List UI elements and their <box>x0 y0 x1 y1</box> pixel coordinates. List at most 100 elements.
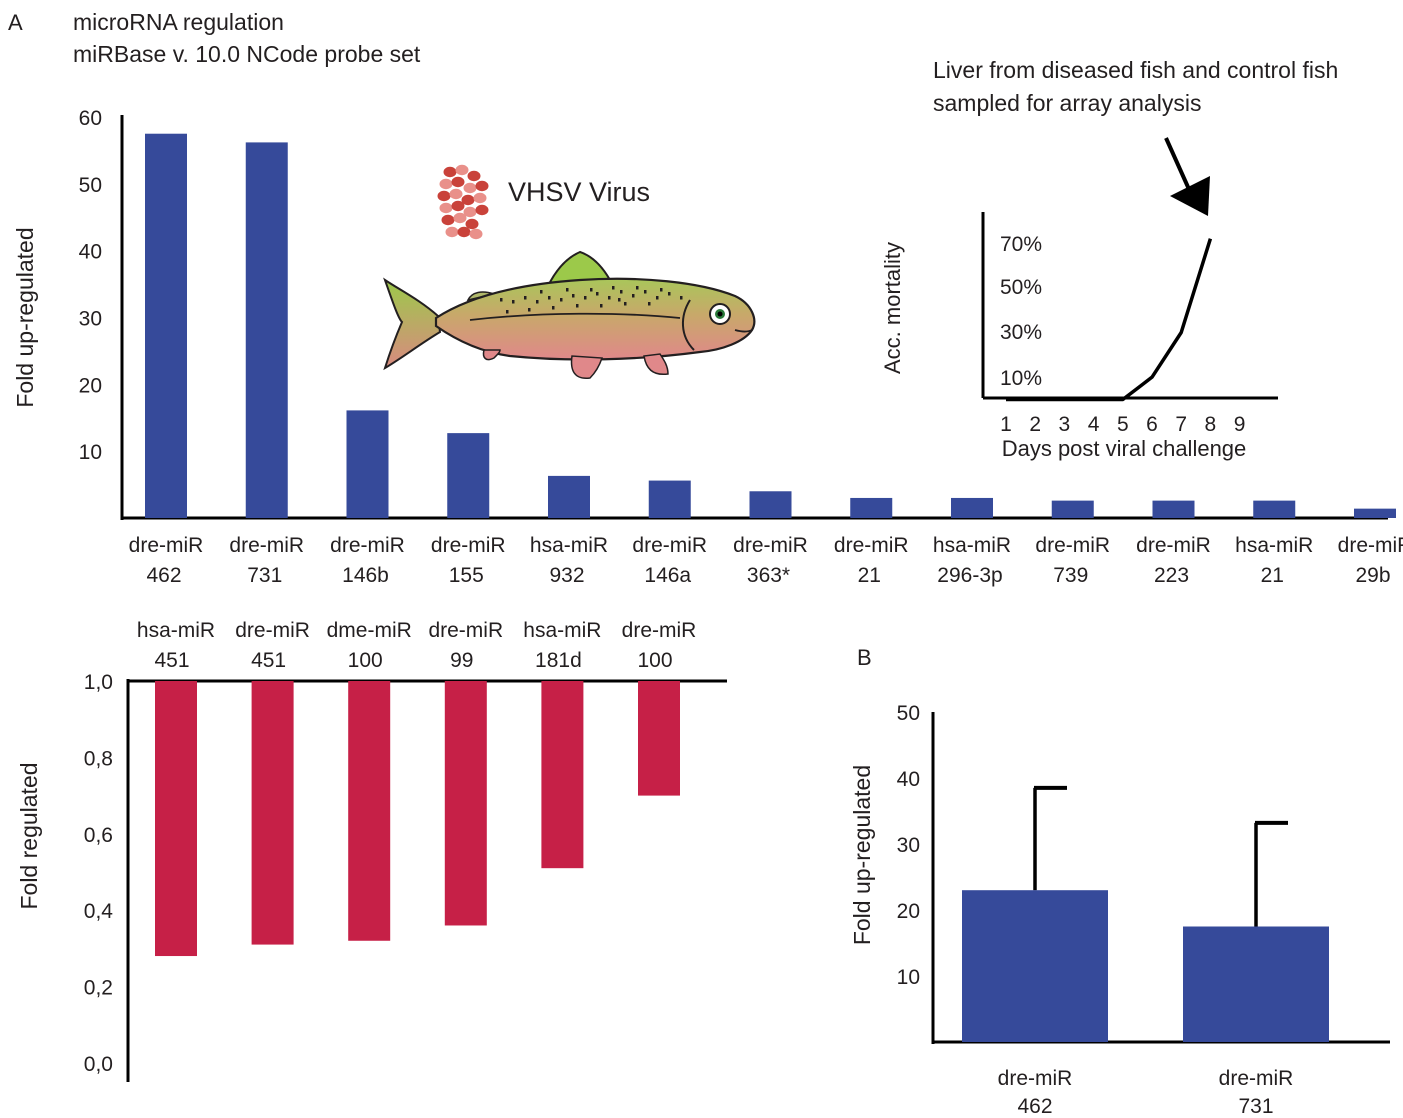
inset-x-tick-label: 6 <box>1146 413 1158 436</box>
fish-spot <box>596 292 599 296</box>
bar <box>648 480 691 518</box>
bar <box>251 681 294 945</box>
inset-x-tick-label: 8 <box>1205 413 1217 436</box>
inset-x-tick-label: 1 <box>1000 413 1012 436</box>
bar <box>638 681 680 796</box>
bar <box>548 475 590 518</box>
y-tick-label: 20 <box>79 374 102 397</box>
inset-x-tick-label: 2 <box>1029 413 1041 436</box>
fish-spot <box>600 304 603 308</box>
bar <box>951 497 993 518</box>
bar <box>749 491 792 518</box>
virus-particle <box>467 170 481 182</box>
b-x-tick-label-prefix: dre-miR <box>1219 1067 1294 1090</box>
y-tick-label: 10 <box>79 441 102 464</box>
virus-particle <box>475 180 489 192</box>
fish-spot <box>524 296 527 300</box>
x-tick-label-prefix: dre-miR <box>1338 534 1403 557</box>
down-x-tick-label-id: 451 <box>251 649 286 672</box>
bar <box>346 410 389 518</box>
bar <box>1183 926 1329 1042</box>
fish-spot <box>590 288 593 292</box>
virus-particle <box>455 164 469 176</box>
b-y-tick-label: 20 <box>897 900 920 923</box>
y-tick-label: 40 <box>79 241 102 264</box>
virus-particle <box>457 226 471 238</box>
inset-x-tick-label: 3 <box>1059 413 1071 436</box>
x-tick-label-prefix: dre-miR <box>733 534 808 557</box>
y-tick-label: 30 <box>79 308 102 331</box>
fish-spot <box>584 296 587 300</box>
fish-spot <box>660 288 663 292</box>
virus-particle <box>465 218 479 230</box>
bar <box>1354 508 1396 518</box>
inset-y-axis-title: Acc. mortality <box>880 242 905 374</box>
y-axis-title: Fold up-regulated <box>12 227 38 407</box>
x-tick-label-prefix: hsa-miR <box>933 534 1011 557</box>
x-tick-label-prefix: hsa-miR <box>530 534 608 557</box>
b-x-tick-label-prefix: dre-miR <box>998 1067 1073 1090</box>
down-y-tick-label: 0,2 <box>84 977 113 1000</box>
down-x-tick-label-id: 99 <box>450 649 473 672</box>
fish-spot <box>506 310 509 314</box>
bar <box>155 681 197 957</box>
arrow-down-icon <box>1164 137 1210 216</box>
fish-spot <box>656 296 659 300</box>
fish-spot <box>648 302 651 306</box>
x-tick-label-id: 29b <box>1355 564 1390 587</box>
fish-spot <box>566 288 569 292</box>
fish-spot <box>560 298 563 302</box>
trout-fish-icon <box>383 250 756 379</box>
inset-x-tick-label: 7 <box>1175 413 1187 436</box>
down-x-tick-label-id: 451 <box>154 649 189 672</box>
x-tick-label-prefix: hsa-miR <box>1235 534 1313 557</box>
down-y-tick-label: 1,0 <box>84 671 113 694</box>
bar <box>348 681 391 941</box>
b-x-tick-label-id: 462 <box>1017 1095 1052 1118</box>
bar <box>1051 500 1094 518</box>
down-x-tick-label-prefix: dre-miR <box>428 619 503 642</box>
virus-particle <box>441 214 455 226</box>
down-x-tick-label-id: 100 <box>637 649 672 672</box>
bar <box>447 433 490 518</box>
virus-particle <box>439 202 453 214</box>
virus-particle <box>463 206 477 218</box>
x-tick-label-id: 731 <box>247 564 282 587</box>
inset-y-tick-label: 30% <box>1000 321 1042 344</box>
down-x-tick-label-prefix: hsa-miR <box>137 619 215 642</box>
inset-y-tick-label: 70% <box>1000 233 1042 256</box>
x-tick-label-id: 223 <box>1154 564 1189 587</box>
inset-x-tick-label: 5 <box>1117 413 1129 436</box>
x-tick-label-id: 462 <box>146 564 181 587</box>
virus-label: VHSV Virus <box>508 177 650 207</box>
bar <box>1152 500 1195 518</box>
virus-particle <box>451 176 465 188</box>
x-tick-label-id: 739 <box>1053 564 1088 587</box>
down-x-tick-label-id: 100 <box>348 649 383 672</box>
down-y-tick-label: 0,6 <box>84 824 113 847</box>
down-x-tick-label-prefix: dre-miR <box>622 619 697 642</box>
inset-y-tick-label: 50% <box>1000 276 1042 299</box>
fish-spot <box>644 290 647 294</box>
fish-spot <box>608 296 611 300</box>
x-tick-label-prefix: dre-miR <box>632 534 707 557</box>
virus-particle <box>475 204 489 216</box>
x-tick-label-prefix: dre-miR <box>834 534 909 557</box>
fish-spot <box>636 286 639 290</box>
x-tick-label-id: 363* <box>747 564 790 587</box>
x-tick-label-id: 21 <box>1261 564 1284 587</box>
b-y-tick-label: 40 <box>897 768 920 791</box>
fish-spot <box>540 290 543 294</box>
x-tick-label-id: 146b <box>342 564 389 587</box>
fish-spot <box>668 292 671 296</box>
x-tick-label-id: 155 <box>449 564 484 587</box>
x-tick-label-prefix: dre-miR <box>229 534 304 557</box>
fish-spot <box>548 296 551 300</box>
b-y-tick-label: 50 <box>897 702 920 725</box>
down-x-tick-label-prefix: hsa-miR <box>523 619 601 642</box>
fish-spot <box>618 298 621 302</box>
panel-b-bar-chart: 10 20 30 40 50 Fold up-regulated dre-miR 462 dre… <box>849 702 1390 1118</box>
panel-b-letter: B <box>857 645 872 670</box>
bar <box>541 681 584 869</box>
panel-a-letter: A <box>8 10 23 35</box>
